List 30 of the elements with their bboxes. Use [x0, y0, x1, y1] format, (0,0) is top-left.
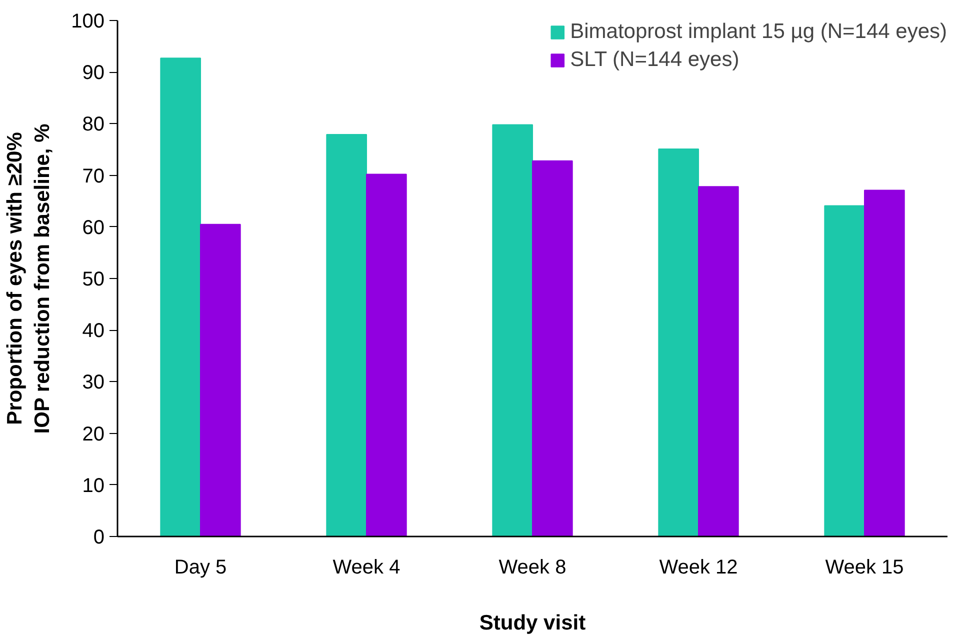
bar: [698, 186, 739, 536]
bar: [658, 148, 699, 536]
bar: [200, 224, 241, 536]
bar: [326, 134, 367, 536]
y-tick-label: 40: [82, 320, 105, 342]
x-tick-label: Week 8: [498, 556, 566, 578]
y-tick-label: 50: [82, 268, 105, 290]
y-axis-title: Proportion of eyes with ≥20% IOP reduction from baseline, %: [4, 123, 54, 434]
bar: [532, 160, 573, 536]
y-tick-label: 10: [82, 474, 105, 497]
x-tick-label: Week 12: [659, 556, 738, 578]
y-tick-label: 90: [82, 62, 105, 84]
y-tick-label: 70: [82, 165, 105, 188]
y-tick-label: 100: [71, 10, 105, 32]
x-tick-label: Day 5: [174, 556, 227, 578]
x-tick-label: Week 15: [825, 556, 904, 578]
x-tick-label: Week 4: [332, 556, 400, 578]
y-tick-label: 60: [82, 216, 105, 239]
x-axis-title: Study visit: [479, 612, 586, 634]
y-tick-label: 0: [93, 526, 104, 548]
bar: [824, 205, 865, 536]
bar: [864, 190, 905, 536]
bar: [492, 124, 533, 536]
y-tick-label: 30: [82, 372, 105, 394]
bar: [160, 58, 201, 536]
bar: [366, 174, 407, 536]
legend-label: SLT (N=144 eyes): [570, 48, 740, 72]
y-tick-label: 20: [82, 423, 105, 446]
legend-label: Bimatoprost implant 15 µg (N=144 eyes): [570, 20, 947, 44]
y-tick-label: 80: [82, 114, 105, 136]
